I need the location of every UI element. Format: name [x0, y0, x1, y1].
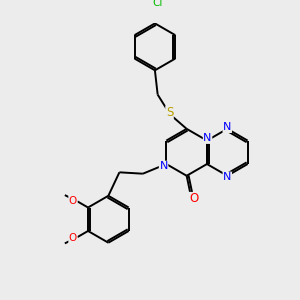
- Text: O: O: [189, 193, 198, 206]
- Text: N: N: [159, 161, 168, 171]
- Text: O: O: [69, 233, 77, 243]
- Text: N: N: [223, 172, 232, 182]
- Text: N: N: [223, 122, 232, 133]
- Text: O: O: [69, 196, 77, 206]
- Text: Cl: Cl: [152, 0, 163, 8]
- Text: N: N: [203, 134, 212, 143]
- Text: S: S: [166, 106, 173, 119]
